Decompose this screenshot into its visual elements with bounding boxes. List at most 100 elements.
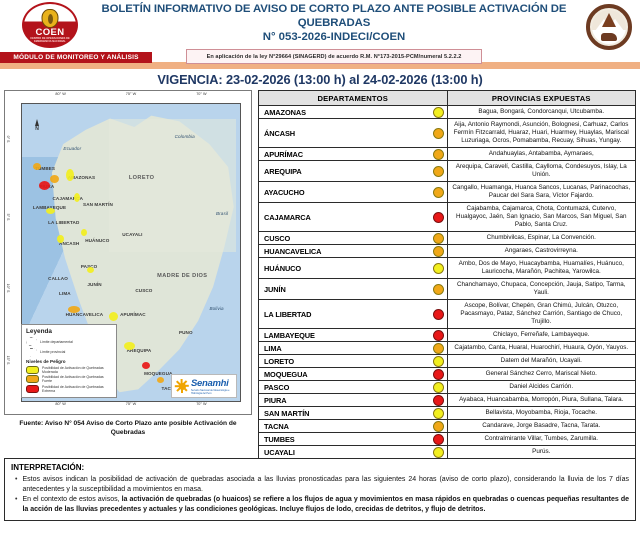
page-title: BOLETÍN INFORMATIVO DE AVISO DE CORTO PL…: [101, 3, 567, 29]
table-header-row: DEPARTAMENTOS PROVINCIAS EXPUESTAS: [258, 90, 636, 106]
senamhi-brand-text: Senamhi: [191, 377, 229, 389]
table-row: SAN MARTÍN Bellavista, Moyobamba, Rioja, …: [258, 406, 636, 420]
hazard-level-indicator-moderada: [432, 262, 444, 274]
legal-reference-note: En aplicación de la ley N°29664 (SINAGER…: [186, 49, 482, 64]
department-name: JUNÍN: [264, 284, 286, 294]
provinces-cell: Aija, Antonio Raymondi, Asunción, Bologn…: [446, 118, 636, 148]
senamhi-logo: Senamhi Servicio Nacional de Meteorologí…: [171, 374, 237, 398]
map-label-department: LORETO: [128, 175, 155, 182]
hazard-level-indicator-fuerte: [432, 245, 444, 257]
table-row: LORETO Datem del Marañón, Ucayali.: [258, 354, 636, 368]
departamental-boundary-icon: [26, 337, 37, 346]
map-label-department: HUANCAVELICA: [65, 311, 104, 317]
legend-row-boundary: Límite provincial: [26, 347, 112, 357]
map-label-department: ÁNCASH: [59, 240, 80, 246]
department-name: PASCO: [264, 382, 290, 392]
interpretation-box: INTERPRETACIÓN: • Estos avisos indican l…: [4, 458, 636, 522]
bulletin-number: N° 053-2026-INDECI/COEN: [262, 31, 406, 43]
map-label-department: CALLAO: [48, 276, 68, 282]
hazard-level-indicator-extrema: [432, 211, 444, 223]
coen-logo: COEN CENTRO DE OPERACIONES DE EMERGENCIA…: [16, 2, 84, 52]
map-axis-top-tick: 70° W: [196, 92, 207, 96]
department-cell: AMAZONAS: [258, 105, 448, 119]
level-swatch-moderada: [26, 365, 39, 374]
hazard-level-indicator-extrema: [432, 308, 444, 320]
map-axis-left: 0° S 5° S 10° S 15° S: [6, 103, 20, 402]
legend-label: Límite provincial: [40, 350, 66, 354]
department-name: AYACUCHO: [264, 187, 305, 197]
department-cell: AYACUCHO: [258, 181, 448, 203]
provinces-cell: Andahuaylas, Antabamba, Aymaraes,: [446, 147, 636, 161]
provinces-cell: Angaraes, Castrovirreyna.: [446, 244, 636, 258]
table-row: AREQUIPA Arequipa, Caravelí, Castilla, Ca…: [258, 160, 636, 182]
table-row: CUSCO Chumbivilcas, Espinar, La Convenció…: [258, 231, 636, 245]
department-cell: APURÍMAC: [258, 147, 448, 161]
map-label-department: APURÍMAC: [120, 311, 146, 317]
provinces-cell: Daniel Alcides Carrión.: [446, 380, 636, 394]
department-name: LAMBAYEQUE: [264, 330, 315, 340]
provinces-cell: Chumbivilcas, Espinar, La Convención.: [446, 231, 636, 245]
legend-row-level: Posibilidad de Activación de Quebradas F…: [26, 375, 112, 383]
table-body: AMAZONAS Bagua, Bongará, Condorcanqui, Ut…: [258, 105, 636, 459]
indeci-emblem-icon: [592, 10, 626, 44]
map-label-department: LIMA: [59, 291, 71, 297]
legend-row-level: Posibilidad de Activación de Quebradas E…: [26, 384, 112, 393]
table-row: LA LIBERTAD Ascope, Bolívar, Chepén, Gran…: [258, 299, 636, 329]
page-header: COEN CENTRO DE OPERACIONES DE EMERGENCIA…: [0, 0, 640, 64]
hazard-blob: [65, 169, 74, 182]
map-legend: Leyenda Límite departamental Límite prov…: [21, 324, 117, 398]
legend-label: Límite departamental: [40, 339, 73, 344]
hazard-blob: [45, 207, 55, 214]
map-label-department: CAJAMARCA: [52, 196, 84, 202]
hazard-level-indicator-fuerte: [432, 148, 444, 160]
level-swatch-extrema: [26, 384, 39, 393]
department-name: LIMA: [264, 343, 282, 353]
map-label-department: AMAZONAS: [67, 175, 96, 181]
department-cell: LA LIBERTAD: [258, 299, 448, 329]
interpretation-bullet: • En el contexto de estos avisos, la act…: [11, 495, 629, 514]
hazard-blob: [109, 311, 119, 321]
department-cell: CUSCO: [258, 231, 448, 245]
hazard-level-indicator-extrema: [432, 433, 444, 445]
provinces-cell: General Sánchez Cerro, Mariscal Nieto.: [446, 367, 636, 381]
map-label-department: MADRE DE DIOS: [157, 273, 208, 280]
hazard-blob: [80, 228, 87, 236]
table-row: APURÍMAC Andahuaylas, Antabamba, Aymaraes…: [258, 147, 636, 161]
hazard-level-indicator-fuerte: [432, 420, 444, 432]
hazard-blob: [141, 362, 150, 370]
map-label-department: LAMBAYEQUE: [33, 205, 66, 210]
map-label-department: JUNÍN: [87, 282, 102, 288]
map-label-department: HUÁNUCO: [85, 237, 110, 243]
provinces-cell: Arequipa, Caravelí, Castilla, Caylloma, …: [446, 160, 636, 182]
department-name: HUÁNUCO: [264, 263, 302, 273]
interpretation-text-1: Estos avisos indican la posibilidad de a…: [22, 476, 629, 493]
department-cell: SAN MARTÍN: [258, 406, 448, 420]
provinces-cell: Ayabaca, Huancabamba, Morropón, Piura, S…: [446, 393, 636, 407]
provinces-cell: Bagua, Bongará, Condorcanqui, Utcubamba.: [446, 105, 636, 119]
table-row: AMAZONAS Bagua, Bongará, Condorcanqui, Ut…: [258, 105, 636, 119]
indeci-logo: [586, 4, 632, 50]
legend-title: Leyenda: [26, 328, 52, 335]
coen-logo-subtitle: CENTRO DE OPERACIONES DE EMERGENCIA NACI…: [30, 37, 70, 44]
hazard-map: 80° W 75° W 70° W 80° W 75° W 70° W 0° S…: [4, 90, 252, 415]
hazard-level-indicator-fuerte: [432, 165, 444, 177]
hazard-blob: [157, 377, 165, 384]
department-cell: AREQUIPA: [258, 160, 448, 182]
interpretation-text-2: En el contexto de estos avisos, la activ…: [22, 495, 629, 514]
map-axis-bottom-tick: 80° W: [55, 402, 66, 406]
provinces-cell: Chiclayo, Ferreñafe, Lambayeque.: [446, 328, 636, 342]
map-column: 80° W 75° W 70° W 80° W 75° W 70° W 0° S…: [4, 90, 254, 455]
map-label-country: Bolivia: [209, 305, 224, 311]
hazard-blob: [56, 234, 64, 243]
coen-logo-word: COEN: [35, 27, 65, 38]
map-axis-top-tick: 75° W: [125, 92, 137, 96]
map-source-note: Fuente: Aviso N° 054 Aviso de Corto Plaz…: [19, 420, 237, 436]
legend-label: Posibilidad de Activación de Quebradas E…: [42, 384, 104, 393]
department-name: APURÍMAC: [264, 149, 304, 159]
table-column: DEPARTAMENTOS PROVINCIAS EXPUESTAS AMAZO…: [258, 90, 636, 459]
column-header-provincias: PROVINCIAS EXPUESTAS: [446, 90, 636, 106]
table-row: HUANCAVELICA Angaraes, Castrovirreyna.: [258, 244, 636, 258]
interpretation-text-2-pre: En el contexto de estos avisos,: [22, 496, 122, 504]
map-label-department: PUNO: [178, 329, 193, 335]
